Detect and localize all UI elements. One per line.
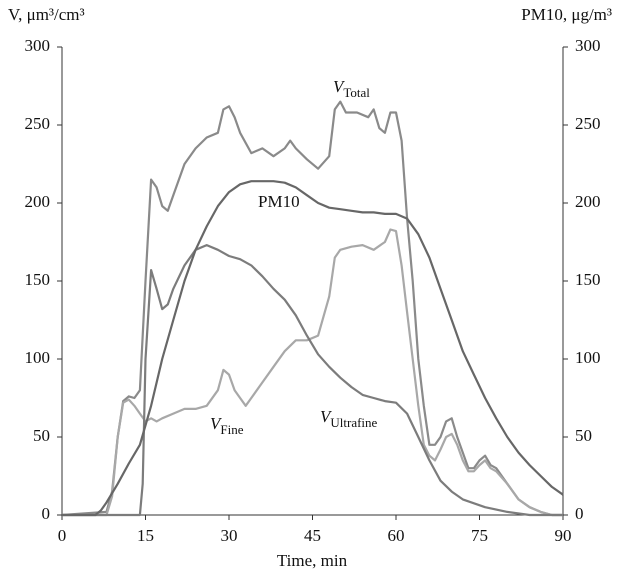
- series-label-name: V: [333, 77, 346, 96]
- y2-tick-label: 0: [575, 504, 584, 523]
- series-label-subscript: Fine: [220, 422, 243, 437]
- y2-tick-label: 200: [575, 192, 601, 211]
- y-tick-label: 50: [33, 426, 50, 445]
- series-label: VUltrafine: [320, 407, 378, 430]
- x-tick-label: 60: [388, 526, 405, 545]
- y-tick-label: 150: [25, 270, 51, 289]
- series-label: VFine: [210, 414, 244, 437]
- y2-tick-label: 100: [575, 348, 601, 367]
- series-label-name: V: [210, 414, 223, 433]
- series-label-subscript: Ultrafine: [330, 415, 377, 430]
- series-label-subscript: Total: [343, 85, 370, 100]
- x-tick-label: 90: [555, 526, 572, 545]
- x-tick-label: 75: [471, 526, 488, 545]
- series-label-name: PM10: [258, 192, 300, 211]
- y-tick-label: 300: [25, 36, 51, 55]
- y2-tick-label: 250: [575, 114, 601, 133]
- x-axis-title: Time, min: [277, 551, 348, 570]
- series-line: [62, 228, 563, 517]
- x-tick-label: 15: [137, 526, 154, 545]
- series-line: [62, 244, 563, 517]
- series-label-name: V: [320, 407, 333, 426]
- y-tick-label: 200: [25, 192, 51, 211]
- series-line: [62, 180, 564, 517]
- x-tick-label: 0: [58, 526, 67, 545]
- y2-axis-title: PM10, μg/m³: [521, 5, 612, 24]
- x-tick-label: 45: [304, 526, 321, 545]
- series-label: VTotal: [333, 77, 370, 100]
- series-line: [61, 100, 563, 517]
- y-tick-label: 0: [42, 504, 51, 523]
- y2-tick-label: 50: [575, 426, 592, 445]
- y2-tick-label: 300: [575, 36, 601, 55]
- series-label: PM10: [258, 192, 300, 211]
- y-tick-label: 250: [25, 114, 51, 133]
- y-tick-label: 100: [25, 348, 51, 367]
- y2-tick-label: 150: [575, 270, 601, 289]
- x-tick-label: 30: [221, 526, 238, 545]
- y-axis-title: V, μm³/cm³: [8, 5, 85, 24]
